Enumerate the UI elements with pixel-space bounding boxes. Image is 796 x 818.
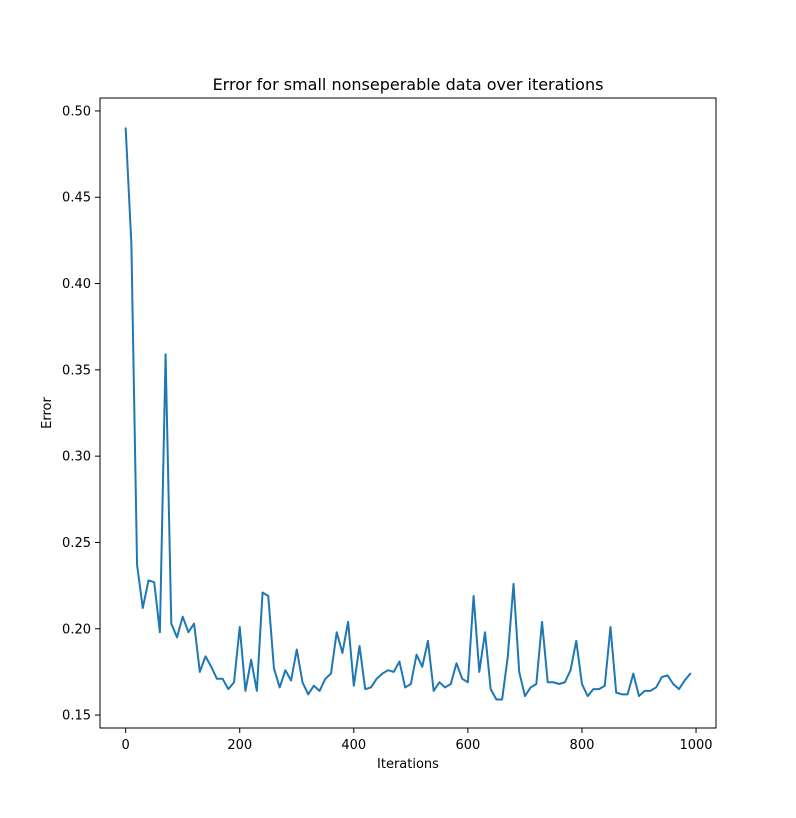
chart-title: Error for small nonseperable data over i… [213, 75, 604, 94]
y-tick-label: 0.15 [62, 709, 91, 724]
x-axis-label: Iterations [377, 757, 439, 772]
x-tick-label: 600 [455, 738, 480, 753]
y-tick-label: 0.30 [62, 450, 91, 465]
y-axis-label: Error [40, 397, 55, 429]
plot-area: 0 200 400 600 800 1000 0.150.200.250.300.350.… [62, 97, 717, 753]
x-tick-label: 800 [570, 738, 595, 753]
y-tick-label: 0.40 [62, 277, 91, 292]
y-tick-label: 0.20 [62, 622, 91, 637]
y-tick-label: 0.45 [62, 191, 91, 206]
x-tick-label: 1000 [679, 738, 712, 753]
y-tick-label: 0.50 [62, 104, 91, 119]
x-axis: 0 200 400 600 800 1000 [122, 728, 713, 753]
y-axis: 0.15 0.20 0.25 0.30 0.35 0.40 0.45 0.50 [62, 104, 100, 724]
y-tick-label: 0.35 [62, 363, 91, 378]
x-tick-label: 0 [122, 738, 130, 753]
y-tick-label: 0.25 [62, 536, 91, 551]
series-line-error [124, 127, 692, 701]
x-tick-label: 400 [341, 738, 366, 753]
x-tick-label: 200 [227, 738, 252, 753]
plot-frame [99, 97, 717, 729]
